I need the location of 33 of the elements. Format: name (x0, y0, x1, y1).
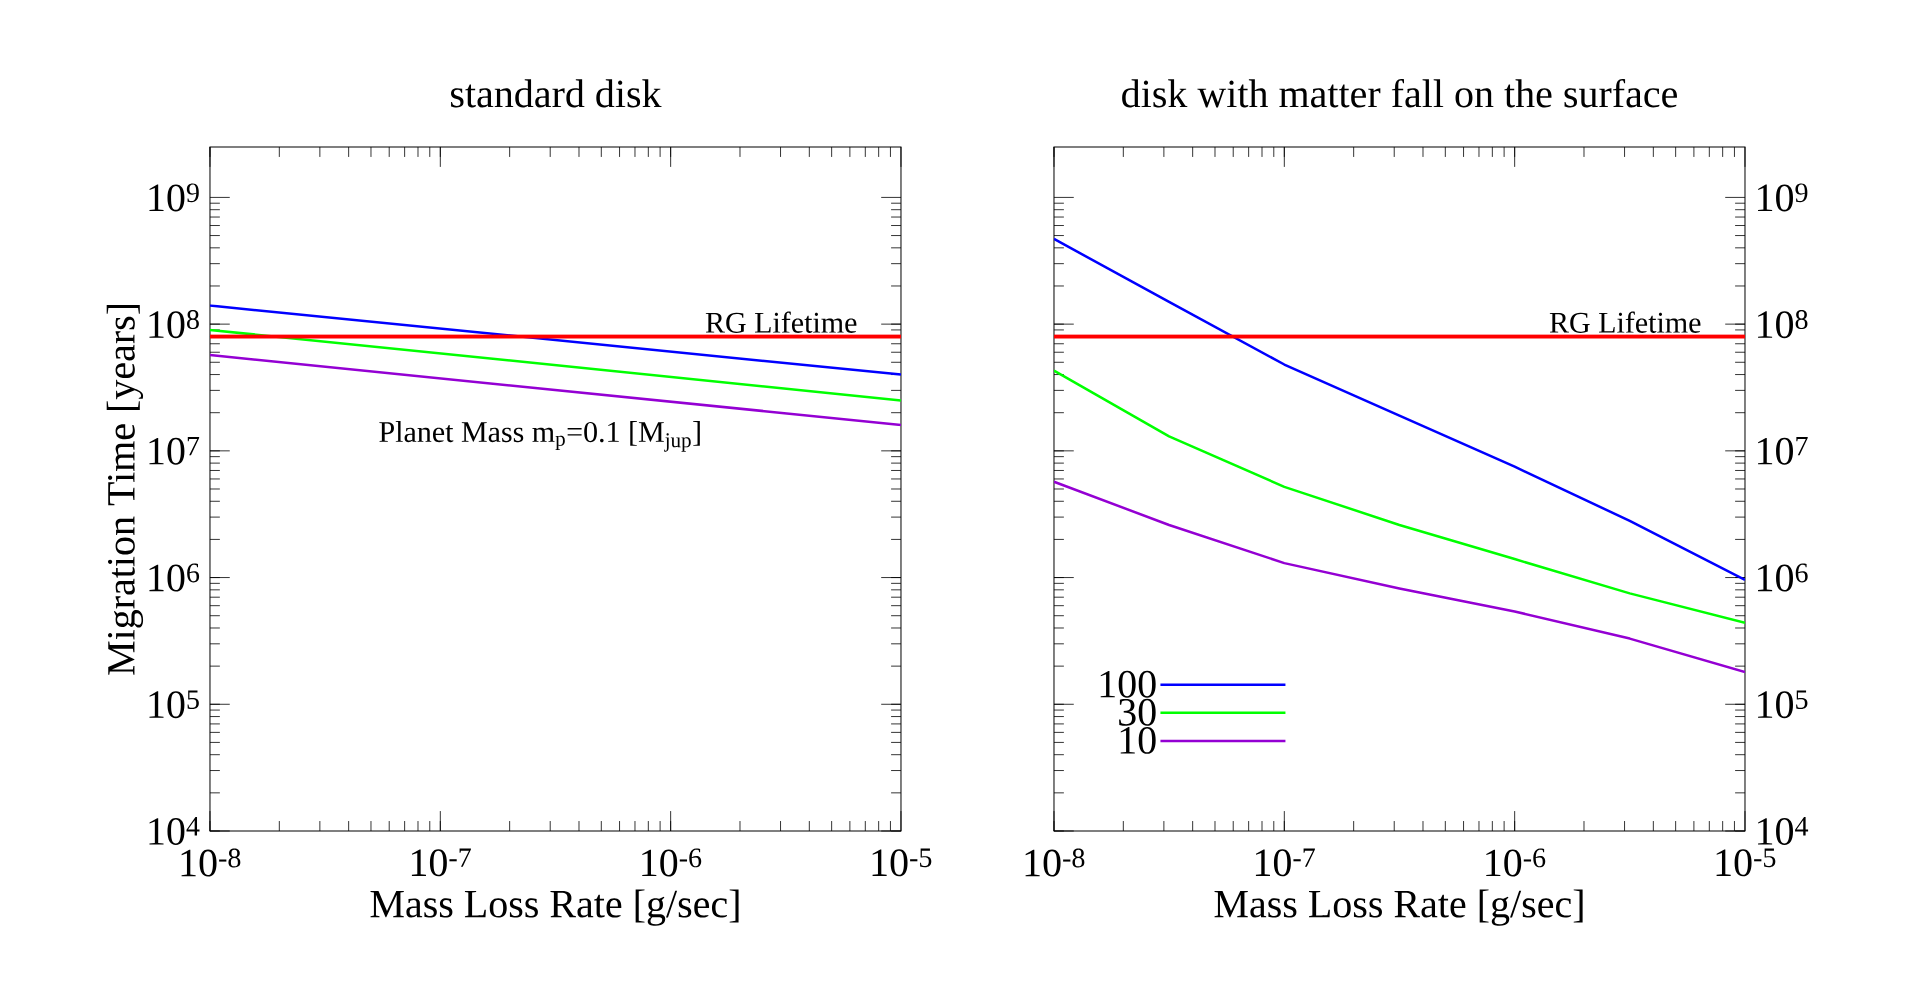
y-tick-label: 10$^{7}$ (149, 436, 200, 465)
y-tick-label: 10$^{5}$ (149, 690, 199, 719)
ref-line-label: RG Lifetime (1549, 311, 1701, 333)
y-tick-label: 10$^{5}$ (1758, 690, 1808, 719)
x-tick-label: 10$^{-5}$ (1716, 848, 1776, 877)
y-tick-label: 10$^{4}$ (1758, 817, 1809, 845)
y-tick-label: 10$^{9}$ (149, 183, 199, 212)
y-tick-label: 10$^{9}$ (1758, 183, 1808, 212)
y-tick-label: 10$^{6}$ (149, 563, 200, 592)
chart-title: disk with matter fall on the surface (1122, 78, 1677, 108)
legend-label: 30 (1119, 698, 1156, 726)
x-tick-label: 10$^{-8}$ (1025, 848, 1085, 877)
line-series (1053, 237, 1745, 582)
line-series (1053, 369, 1745, 624)
y-tick-label: 10$^{8}$ (149, 310, 199, 339)
x-axis-title: Mass Loss Rate [g/sec] (370, 889, 739, 926)
y-tick-label: 10$^{6}$ (1758, 563, 1808, 592)
x-tick-label: 10$^{-7}$ (411, 848, 471, 877)
legend-label: 10 (1120, 726, 1156, 754)
x-axis-title: Mass Loss Rate [g/sec] (1214, 889, 1583, 926)
x-tick-label: 10$^{-5}$ (872, 848, 932, 877)
ref-line-label: RG Lifetime (705, 311, 857, 333)
y-axis-title: Migration Time [years] (106, 304, 144, 675)
x-tick-label: 10$^{-7}$ (1255, 848, 1315, 877)
chart-title: standard disk (451, 79, 662, 108)
legend-label: 100 (1100, 670, 1156, 698)
y-tick-label: 10$^{4}$ (149, 817, 200, 845)
x-tick-label: 10$^{-6}$ (1486, 848, 1546, 877)
x-tick-label: 10$^{-8}$ (181, 848, 241, 877)
y-tick-label: 10$^{7}$ (1758, 436, 1808, 465)
annotation: Planet Mass m$_{p}$=0.1 [M$_{jup}$] (379, 421, 700, 452)
x-tick-label: 10$^{-6}$ (642, 848, 702, 877)
y-tick-label: 10$^{8}$ (1758, 310, 1808, 339)
